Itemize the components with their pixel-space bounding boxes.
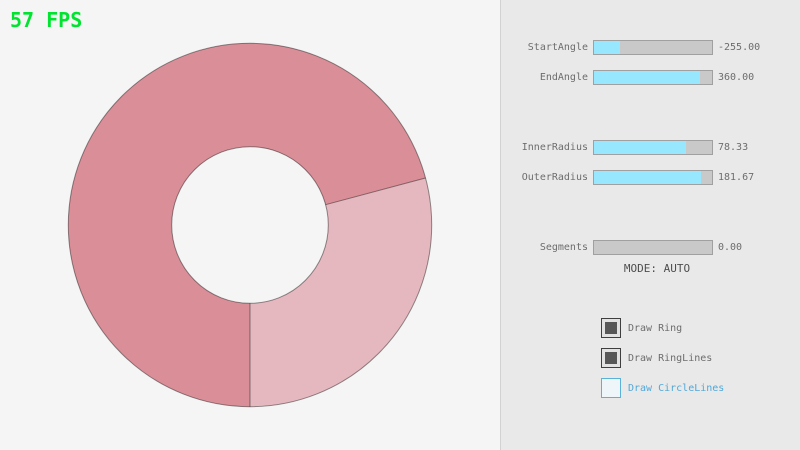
ring-segment-dark bbox=[68, 43, 426, 407]
endangle-slider-fill bbox=[594, 71, 701, 84]
startangle-slider-fill bbox=[594, 41, 620, 54]
checkmark-fill bbox=[605, 352, 617, 364]
slider-row-innerradius: InnerRadius 78.33 bbox=[501, 140, 800, 155]
draw-ring-label: Draw Ring bbox=[628, 322, 683, 334]
innerradius-slider-fill bbox=[594, 141, 687, 154]
outerradius-label: OuterRadius bbox=[521, 172, 588, 183]
endangle-value: 360.00 bbox=[718, 72, 755, 83]
outerradius-value: 181.67 bbox=[718, 172, 755, 183]
endangle-label: EndAngle bbox=[539, 72, 588, 83]
checkbox-draw-ring[interactable]: Draw Ring bbox=[601, 318, 682, 338]
fps-counter: 57 FPS bbox=[10, 8, 83, 32]
slider-row-startangle: StartAngle -255.00 bbox=[501, 40, 800, 55]
endangle-slider[interactable] bbox=[593, 70, 713, 85]
ring-segment-light bbox=[250, 178, 432, 407]
segments-slider[interactable] bbox=[593, 240, 713, 255]
draw-circlelines-label: Draw CircleLines bbox=[628, 382, 725, 394]
ring-graphic bbox=[67, 42, 433, 408]
outerradius-slider[interactable] bbox=[593, 170, 713, 185]
checkbox-draw-ringlines[interactable]: Draw RingLines bbox=[601, 348, 712, 368]
segments-mode-text: MODE: AUTO bbox=[623, 262, 691, 275]
draw-circlelines-checkbox[interactable] bbox=[601, 378, 621, 398]
slider-row-segments: Segments 0.00 bbox=[501, 240, 800, 255]
slider-row-outerradius: OuterRadius 181.67 bbox=[501, 170, 800, 185]
slider-row-endangle: EndAngle 360.00 bbox=[501, 70, 800, 85]
innerradius-label: InnerRadius bbox=[521, 142, 588, 153]
draw-ringlines-checkbox[interactable] bbox=[601, 348, 621, 368]
startangle-slider[interactable] bbox=[593, 40, 713, 55]
innerradius-value: 78.33 bbox=[718, 142, 749, 153]
checkbox-draw-circlelines[interactable]: Draw CircleLines bbox=[601, 378, 724, 398]
innerradius-slider[interactable] bbox=[593, 140, 713, 155]
startangle-value: -255.00 bbox=[718, 42, 761, 53]
outerradius-slider-fill bbox=[594, 171, 702, 184]
drawing-canvas: 57 FPS bbox=[10, 8, 433, 408]
ring-outer-line bbox=[67, 42, 433, 408]
startangle-label: StartAngle bbox=[527, 42, 588, 53]
draw-ring-checkbox[interactable] bbox=[601, 318, 621, 338]
segments-label: Segments bbox=[539, 242, 588, 253]
draw-ringlines-label: Draw RingLines bbox=[628, 352, 713, 364]
checkmark-fill bbox=[605, 322, 617, 334]
controls-panel: StartAngle -255.00 EndAngle 360.00 Inner… bbox=[500, 0, 800, 450]
segments-value: 0.00 bbox=[718, 242, 743, 253]
ring-inner-line bbox=[171, 146, 329, 304]
ring-radial-line-right bbox=[325, 177, 426, 206]
